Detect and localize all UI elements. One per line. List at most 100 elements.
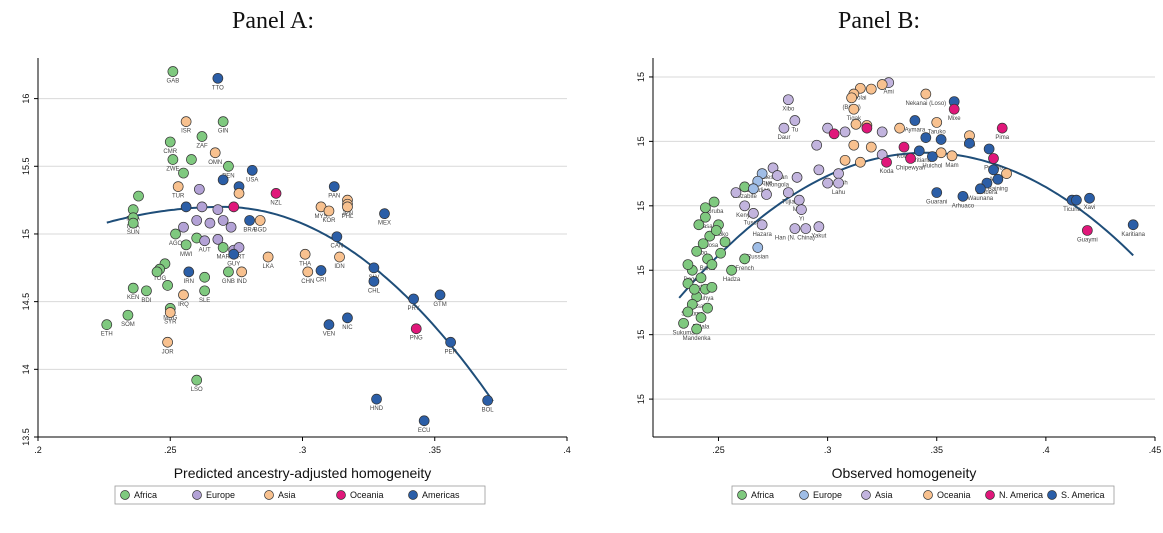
legend-marker: [408, 490, 418, 500]
data-point: [225, 221, 237, 233]
data-point-label: BDI: [141, 298, 151, 304]
legend-marker: [192, 490, 202, 500]
data-point: [678, 317, 689, 329]
data-point: [706, 281, 718, 293]
data-point: [212, 234, 224, 245]
data-point: [913, 145, 925, 157]
data-point: [178, 221, 189, 233]
data-point-label: VEN: [323, 332, 335, 338]
data-point: [180, 239, 192, 251]
x-tick-label: .3: [824, 445, 832, 455]
legend: [731, 485, 1115, 505]
data-point: [706, 259, 718, 270]
data-point-label: PHL: [342, 214, 354, 220]
data-point-label: Kenya: [736, 213, 754, 219]
data-point: [752, 242, 764, 253]
y-tick-label: 15: [636, 136, 646, 146]
data-point-label: Koda: [880, 169, 895, 175]
data-point-label: THA: [299, 261, 311, 267]
legend-marker: [799, 490, 809, 500]
data-point: [778, 122, 790, 134]
data-point: [927, 151, 938, 162]
data-point-label: IRQ: [178, 302, 189, 308]
x-tick-label: .4: [1042, 445, 1050, 455]
data-point: [761, 189, 772, 200]
data-point: [700, 202, 711, 214]
data-point: [881, 156, 892, 168]
data-point: [217, 116, 229, 127]
data-point: [122, 309, 134, 321]
data-point: [223, 160, 234, 172]
data-point: [178, 289, 189, 301]
data-point-label: Embera: [976, 190, 998, 196]
data-point: [212, 72, 224, 84]
data-point: [708, 196, 720, 208]
data-point: [719, 236, 731, 248]
data-point: [233, 188, 245, 199]
legend-marker: [264, 490, 274, 500]
data-point-label: PER: [444, 349, 457, 355]
legend-label: Africa: [134, 490, 157, 500]
data-point: [1071, 194, 1082, 206]
legend-marker: [120, 490, 130, 500]
data-point: [964, 137, 975, 149]
data-point: [127, 282, 139, 294]
data-point: [689, 283, 700, 295]
data-point-label: Han (N. China): [775, 236, 815, 242]
data-point-label: PNG: [410, 336, 423, 342]
data-point-label: Mixe: [948, 116, 961, 122]
legend-marker: [336, 490, 346, 500]
data-point: [178, 167, 189, 179]
legend-marker: [985, 490, 995, 500]
data-point-label: Guarani: [926, 200, 947, 206]
data-point: [695, 272, 707, 284]
data-point: [196, 201, 208, 213]
panel-a-title: Panel A:: [232, 8, 314, 34]
data-point: [1127, 219, 1139, 231]
data-point-label: Tujia: [782, 200, 795, 206]
data-point: [894, 122, 905, 134]
data-point: [482, 395, 493, 406]
data-point-label: Tigak: [847, 116, 862, 122]
data-point: [172, 181, 184, 192]
data-point-label: TOG: [153, 276, 166, 282]
y-tick-label: 15: [21, 229, 31, 239]
data-point: [191, 215, 203, 226]
data-point-label: ISR: [181, 129, 192, 135]
data-point: [800, 223, 812, 234]
y-tick-label: 13.5: [21, 428, 31, 446]
data-point-label: Hazara: [752, 232, 772, 238]
data-point-label: MWI: [180, 252, 193, 258]
data-point: [244, 215, 255, 226]
data-point: [782, 187, 794, 198]
data-point: [935, 134, 947, 145]
data-point: [262, 251, 274, 263]
data-point-label: Karitiana: [907, 158, 931, 164]
data-point-label: BEN: [222, 173, 234, 179]
data-point-label: ECU: [418, 428, 431, 434]
legend-label: Oceania: [350, 490, 384, 500]
data-point: [946, 150, 958, 162]
data-point: [702, 302, 713, 314]
data-point: [793, 194, 805, 206]
data-point: [796, 204, 807, 215]
data-point: [957, 190, 969, 202]
data-point: [101, 319, 113, 331]
data-point: [1081, 225, 1093, 236]
data-point: [217, 174, 229, 186]
data-point: [323, 205, 335, 217]
data-point-label: GIN: [218, 129, 229, 135]
data-point-label: Mam: [945, 163, 958, 169]
data-point: [299, 248, 311, 260]
data-point: [876, 126, 888, 138]
y-tick-label: 15: [636, 265, 646, 275]
data-point: [983, 143, 995, 155]
legend-label: Asia: [278, 490, 296, 500]
data-point-label: GTM: [433, 302, 446, 308]
data-point-label: GNB: [222, 279, 235, 285]
data-point: [756, 219, 768, 231]
data-point: [217, 242, 229, 253]
data-point: [212, 204, 224, 215]
data-point-label: Daur: [777, 135, 790, 141]
legend-label: Africa: [751, 490, 774, 500]
